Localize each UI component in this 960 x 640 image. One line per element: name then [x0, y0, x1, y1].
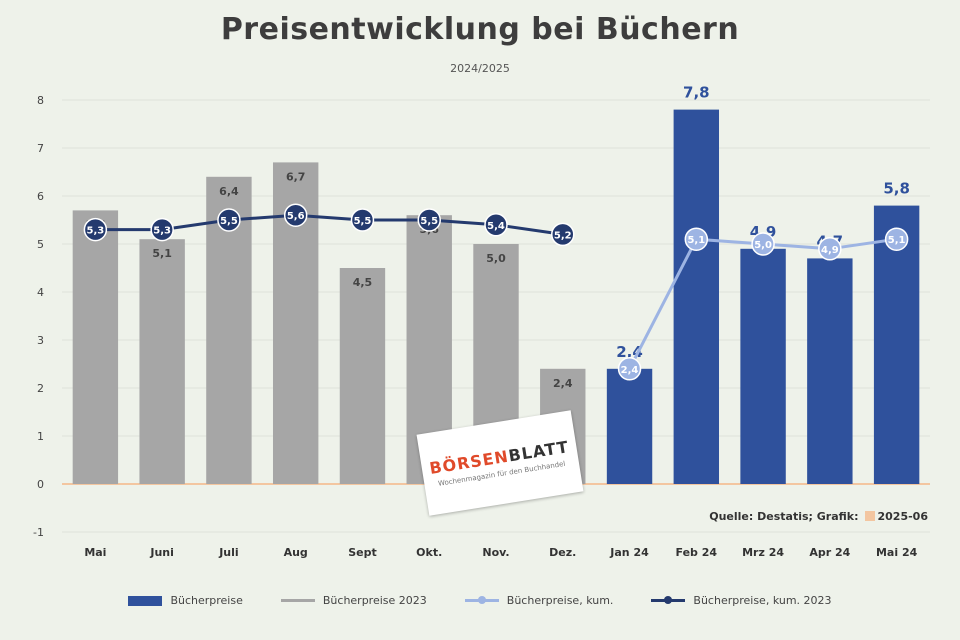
legend-item-buecherpreise-kum-2023: Bücherpreise, kum. 2023 — [651, 594, 832, 607]
x-tick-label: Dez. — [549, 546, 576, 559]
line-point — [884, 227, 909, 251]
point-value-label: 5,5 — [220, 216, 238, 227]
bar-value-label: 6,7 — [286, 170, 306, 183]
line-point — [217, 208, 241, 232]
legend-swatch-buecherpreise-kum-2023 — [651, 596, 686, 604]
point-value-label: 5,3 — [87, 226, 105, 237]
point-value-label: 2,4 — [621, 365, 639, 376]
line-point — [350, 208, 375, 232]
x-tick-label: Sept — [348, 546, 377, 559]
bar-value-label: 5,8 — [883, 180, 910, 198]
x-tick-label: Apr 24 — [809, 546, 850, 559]
y-tick-label: 0 — [37, 478, 44, 491]
line-point — [751, 232, 775, 256]
x-tick-label: Mrz 24 — [742, 546, 784, 559]
chart-title: Preisentwicklung bei Büchern — [220, 12, 740, 47]
legend-swatch-buecherpreise-kum — [464, 596, 499, 604]
source-date: 2025-06 — [877, 510, 929, 523]
line-point — [684, 227, 709, 251]
y-tick-label: 8 — [37, 94, 44, 107]
legend-label-buecherpreise-kum-2023: Bücherpreise, kum. 2023 — [693, 594, 832, 607]
x-tick-label: Aug — [284, 546, 308, 559]
point-value-label: 4,9 — [821, 245, 839, 256]
y-tick-label: 5 — [37, 238, 44, 251]
point-value-label: 5,2 — [554, 230, 572, 241]
x-tick-label: Jan 24 — [609, 546, 649, 559]
x-tick-label: Feb 24 — [676, 546, 718, 559]
point-value-label: 5,5 — [420, 216, 438, 227]
chart-subtitle: 2024/2025 — [450, 62, 510, 75]
bar — [72, 210, 119, 484]
line-point — [617, 357, 642, 381]
source-text: Quelle: Destatis; Grafik: — [709, 510, 859, 523]
legend-item-buecherpreise-kum: Bücherpreise, kum. — [464, 594, 614, 607]
bar — [606, 368, 653, 484]
legend-label-buecherpreise-2023: Bücherpreise 2023 — [322, 594, 427, 607]
line-point — [417, 208, 441, 232]
line-point — [283, 203, 308, 227]
legend-swatch-buecherpreise — [128, 595, 163, 606]
y-tick-label: 1 — [37, 430, 44, 443]
x-tick-label: Mai 24 — [876, 546, 918, 559]
y-tick-label: 4 — [37, 286, 44, 299]
bar-value-label: 7,8 — [683, 84, 710, 102]
bar-value-label: 4,5 — [353, 276, 373, 289]
source-note: Quelle: Destatis; Grafik: 2025-06 — [709, 510, 928, 523]
legend-swatch-buecherpreise-2023 — [280, 599, 315, 602]
bar — [673, 109, 720, 484]
point-value-label: 5,3 — [153, 226, 171, 237]
bar-value-label: 6,4 — [219, 185, 239, 198]
bar-value-label: 2,4 — [553, 377, 573, 390]
bar-value-label: 5,1 — [152, 247, 172, 260]
y-tick-label: 2 — [37, 382, 44, 395]
legend-label-buecherpreise: Bücherpreise — [170, 594, 243, 607]
bar — [139, 239, 185, 484]
line-point — [83, 217, 108, 242]
point-value-label: 5,5 — [354, 216, 372, 227]
point-value-label: 5,0 — [754, 240, 772, 251]
line-point — [818, 237, 842, 261]
y-tick-label: -1 — [33, 526, 44, 539]
x-tick-label: Okt. — [416, 546, 442, 559]
bar-value-label: 5,0 — [486, 252, 506, 265]
y-tick-label: 3 — [37, 334, 44, 347]
bar — [807, 258, 853, 484]
bar — [740, 248, 786, 484]
x-tick-label: Juni — [149, 546, 174, 559]
point-value-label: 5,1 — [888, 235, 906, 246]
x-tick-label: Nov. — [482, 546, 509, 559]
x-tick-label: Juli — [218, 546, 238, 559]
line-point — [150, 217, 174, 242]
point-value-label: 5,1 — [687, 235, 705, 246]
point-value-label: 5,4 — [487, 221, 505, 232]
legend-label-buecherpreise-kum: Bücherpreise, kum. — [506, 594, 614, 607]
line-point — [551, 222, 575, 247]
legend-item-buecherpreise: Bücherpreise — [128, 594, 243, 607]
bar — [873, 205, 920, 484]
bar — [339, 268, 386, 484]
source-swatch — [864, 511, 875, 521]
x-tick-label: Mai — [84, 546, 106, 559]
line-point — [484, 213, 508, 237]
legend-item-buecherpreise-2023: Bücherpreise 2023 — [280, 594, 427, 607]
point-value-label: 5,6 — [287, 211, 305, 222]
y-tick-label: 7 — [37, 142, 44, 155]
y-tick-label: 6 — [37, 190, 44, 203]
legend: Bücherpreise Bücherpreise 2023 Bücherpre… — [0, 594, 960, 607]
